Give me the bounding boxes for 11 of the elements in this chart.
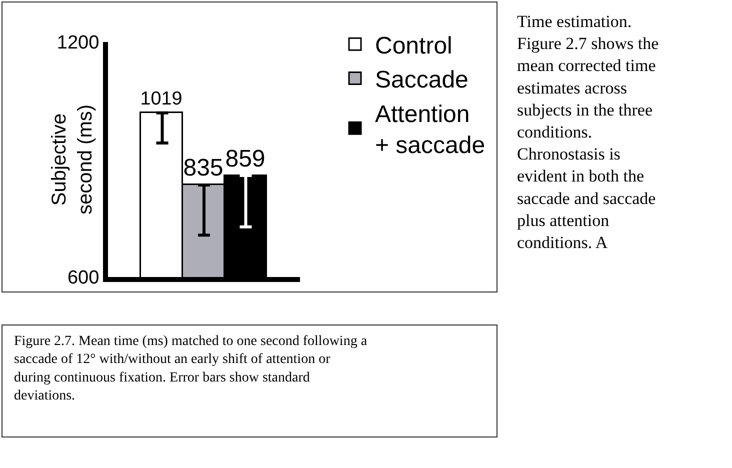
data-label: 835	[183, 154, 224, 182]
data-label: 1019	[140, 88, 182, 109]
legend-label: Attention + saccade	[375, 100, 486, 160]
y-tick-label: 1200	[56, 32, 100, 54]
text: Time estimation. Figure 2.7 shows the mean corrected time estimates across subjects in the three conditions. Chronostasis is evident in both the saccade and saccade plus attention conditions. A	[517, 12, 659, 252]
y-tick-label: 600	[67, 268, 100, 289]
legend-label: Saccade	[375, 66, 468, 94]
data-label: 859	[225, 145, 266, 172]
y-axis-title: Subjective second (ms)	[48, 104, 96, 214]
caption: Figure 2.7. Mean time (ms) matched to one second following a saccade of 12° with/without an early shift of attention or during continuous fixation. Error bars show standard deviations.	[14, 334, 368, 404]
legend-label: Control	[375, 32, 452, 60]
